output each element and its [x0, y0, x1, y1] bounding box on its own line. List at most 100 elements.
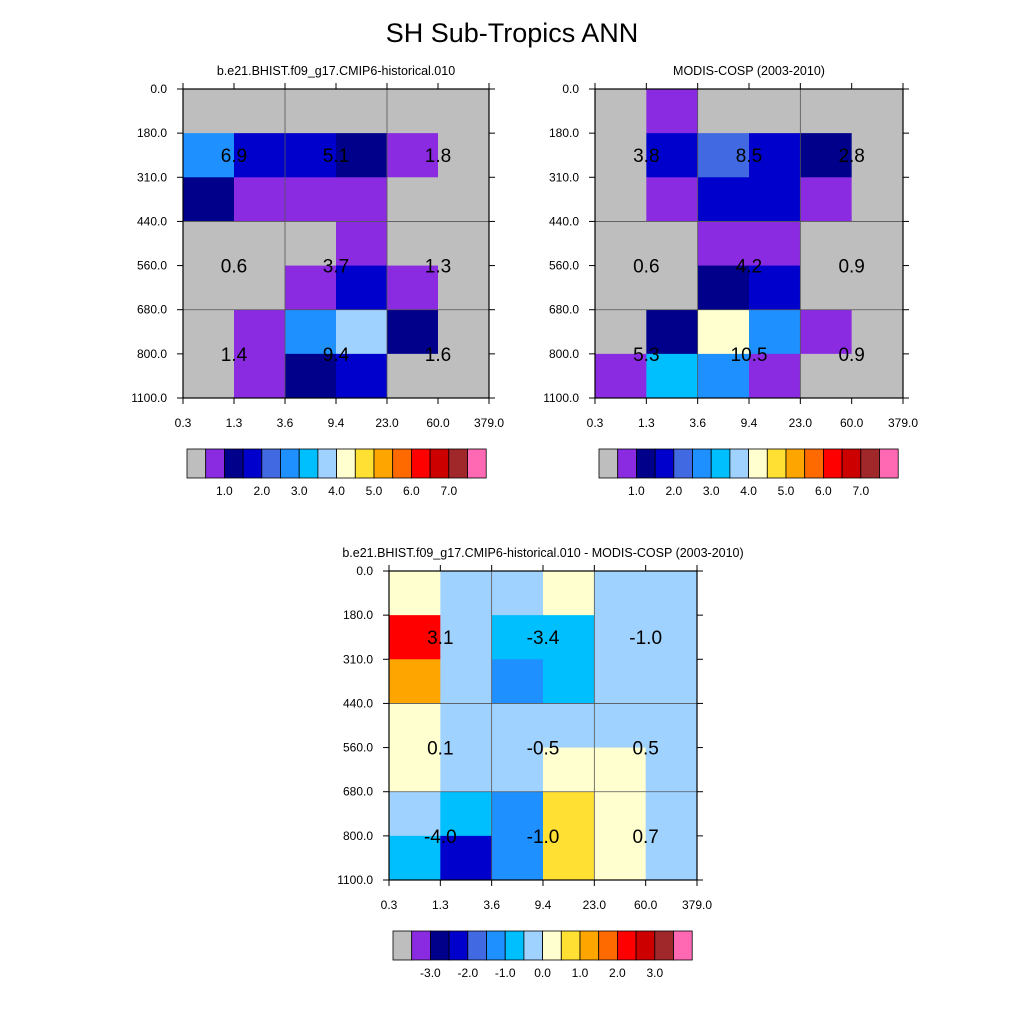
obs-box-value: 0.6	[633, 257, 659, 278]
diff-cell	[491, 571, 544, 616]
obs-ytick-label: 0.0	[562, 82, 579, 96]
diff-colorbar-label: -1.0	[495, 966, 516, 980]
model-cell	[285, 353, 337, 399]
model-cell	[183, 265, 235, 311]
obs-ytick-label: 440.0	[549, 214, 579, 228]
model-cell	[387, 221, 439, 266]
model-colorbar-swatch	[336, 448, 356, 479]
model-cell	[183, 133, 235, 178]
model-cell	[285, 265, 337, 311]
diff-cell	[594, 659, 647, 704]
diff-cell	[543, 659, 595, 704]
obs-colorbar-swatch	[766, 448, 787, 479]
obs-cell	[851, 89, 904, 134]
diff-xtick-label: 23.0	[583, 898, 607, 912]
model-colorbar-swatch	[317, 448, 337, 479]
obs-cell	[646, 221, 699, 266]
diff-ytick-label: 800.0	[343, 829, 373, 843]
obs-cell	[800, 89, 853, 134]
obs-colorbar-swatch	[636, 448, 656, 479]
model-cell	[387, 177, 439, 222]
obs-box-value: 0.9	[838, 257, 864, 278]
diff-ytick-label: 560.0	[343, 741, 373, 755]
diff-cell	[491, 615, 544, 660]
model-cell	[438, 133, 490, 178]
obs-cell	[851, 177, 904, 222]
diff-cell	[389, 747, 441, 793]
diff-cell	[645, 747, 698, 793]
model-cell	[234, 353, 286, 399]
diff-cell	[491, 791, 544, 837]
diff-cell	[440, 703, 493, 748]
model-ytick-label: 1100.0	[131, 391, 167, 405]
obs-cell	[595, 133, 647, 178]
obs-colorbar-swatch	[748, 448, 768, 479]
figure-title: SH Sub-Tropics ANN	[386, 18, 639, 48]
obs-colorbar-swatch	[598, 448, 619, 479]
diff-colorbar-swatch	[673, 930, 693, 961]
obs-cell	[851, 265, 904, 311]
obs-cell	[800, 353, 853, 399]
model-cell	[387, 133, 439, 178]
model-cell	[285, 133, 337, 178]
model-cell	[336, 89, 388, 134]
diff-colorbar-label: 1.0	[572, 966, 589, 980]
obs-cell	[595, 265, 647, 311]
obs-cell	[851, 353, 904, 399]
diff-xtick-label: 60.0	[634, 898, 658, 912]
obs-xtick-label: 23.0	[789, 416, 813, 430]
diff-colorbar-swatch	[429, 930, 450, 961]
obs-cell	[749, 133, 801, 178]
diff-colorbar-swatch	[504, 930, 525, 961]
diff-colorbar-label: 2.0	[609, 966, 626, 980]
obs-colorbar-label: 5.0	[778, 484, 795, 498]
obs-box-value: 0.9	[838, 345, 864, 366]
diff-box-value: -1.0	[527, 827, 560, 848]
obs-cell	[646, 133, 699, 178]
diff-box-value: 0.5	[632, 739, 658, 760]
diff-cell	[543, 571, 595, 616]
model-panel: 0.0 180.0 310.0 440.0 560.0 680.0 800.0 1100.0 0…	[131, 64, 504, 498]
diff-cell	[389, 703, 441, 748]
model-xtick-label: 3.6	[277, 416, 294, 430]
diff-cell	[543, 835, 595, 881]
obs-cell	[851, 309, 904, 355]
diff-title: b.e21.BHIST.f09_g17.CMIP6-historical.010…	[342, 546, 743, 560]
obs-ytick-label: 1100.0	[543, 391, 579, 405]
diff-colorbar-swatch	[579, 930, 600, 961]
obs-cell	[800, 265, 853, 311]
diff-cell	[594, 703, 647, 748]
model-box-value: 9.4	[323, 345, 350, 366]
diff-colorbar-swatch	[448, 930, 469, 961]
model-colorbar-swatch	[429, 448, 450, 479]
diff-cell	[389, 791, 441, 837]
diff-cell	[645, 659, 698, 704]
obs-ytick-label: 680.0	[549, 303, 579, 317]
model-xtick-label: 1.3	[226, 416, 243, 430]
model-cell	[438, 265, 490, 311]
model-colorbar-swatch	[261, 448, 281, 479]
obs-cell	[800, 309, 853, 355]
model-colorbar-swatch	[410, 448, 431, 479]
diff-cell	[543, 615, 595, 660]
diff-xtick-label: 1.3	[432, 898, 449, 912]
model-cell	[234, 177, 286, 222]
obs-cell	[749, 89, 801, 134]
model-colorbar-swatch	[280, 448, 300, 479]
model-colorbar-swatch	[354, 448, 375, 479]
model-cell	[234, 221, 286, 266]
obs-ytick-label: 800.0	[549, 347, 579, 361]
obs-cell	[697, 133, 750, 178]
diff-box-value: -4.0	[424, 827, 457, 848]
obs-colorbar-swatch	[617, 448, 637, 479]
model-xtick-label: 0.3	[175, 416, 192, 430]
obs-xtick-label: 9.4	[741, 416, 758, 430]
obs-xtick-label: 1.3	[638, 416, 655, 430]
model-colorbar-swatch	[392, 448, 412, 479]
model-box-value: 5.1	[323, 146, 349, 167]
obs-colorbar-swatch	[823, 448, 843, 479]
model-xtick-label: 9.4	[328, 416, 345, 430]
model-cell	[438, 177, 490, 222]
model-colorbar-swatch	[205, 448, 225, 479]
diff-colorbar-swatch	[411, 930, 431, 961]
